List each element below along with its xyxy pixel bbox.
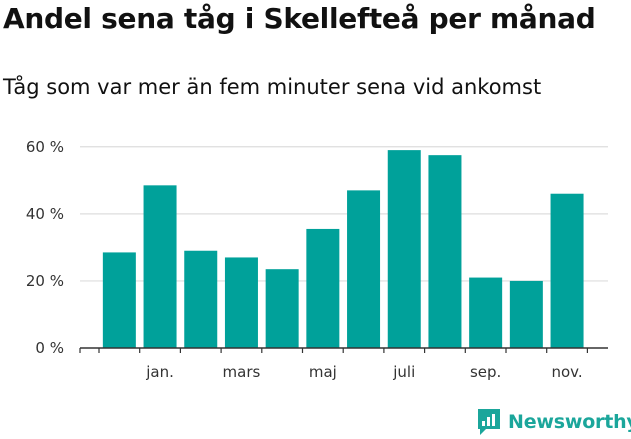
y-tick-label: 0 %: [35, 339, 64, 357]
bar-juni: [347, 190, 381, 348]
bar-aug: [428, 155, 462, 348]
bar-nov: [550, 193, 584, 348]
x-tick-label: jan.: [145, 363, 174, 381]
bar-dec: [102, 252, 136, 348]
x-tick-label: juli: [392, 363, 415, 381]
bar-maj: [306, 228, 340, 348]
x-tick-label: sep.: [470, 363, 501, 381]
chart-subtitle: Tåg som var mer än fem minuter sena vid …: [3, 75, 542, 99]
newsworthy-logo-icon: [478, 409, 500, 435]
brand-name: Newsworthy: [508, 411, 631, 433]
bar-apr: [265, 269, 299, 348]
y-tick-label: 60 %: [26, 138, 64, 156]
x-axis: [79, 347, 608, 353]
chart-title: Andel sena tåg i Skellefteå per månad: [3, 2, 596, 35]
bar-sep: [469, 277, 503, 348]
bar-feb: [184, 250, 218, 348]
y-tick-label: 20 %: [26, 272, 64, 290]
x-tick-label: maj: [309, 363, 337, 381]
bars: [102, 150, 584, 348]
bar-jan: [143, 185, 177, 348]
bar-okt: [509, 280, 543, 348]
brand-logo: Newsworthy: [476, 406, 631, 438]
x-tick-label: nov.: [551, 363, 582, 381]
bar-juli: [387, 150, 421, 348]
x-tick-label: mars: [223, 363, 261, 381]
tick-labels: 0 % 20 % 40 % 60 % jan. mars maj juli sep. nov.: [26, 138, 583, 381]
y-tick-label: 40 %: [26, 205, 64, 223]
bar-mars: [224, 257, 258, 348]
